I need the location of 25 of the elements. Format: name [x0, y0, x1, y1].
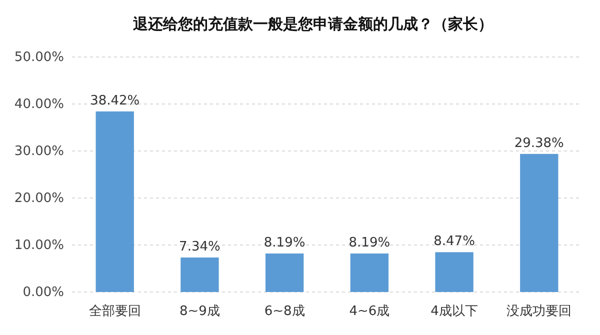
- x-tick-label: 4~6成: [349, 304, 390, 320]
- y-tick-label: 0.00%: [22, 285, 64, 300]
- x-tick-label: 8~9成: [179, 304, 220, 320]
- x-tick-label: 没成功要回: [506, 304, 572, 320]
- y-tick-label: 30.00%: [14, 144, 64, 160]
- bar: [350, 254, 389, 292]
- bar: [520, 154, 558, 292]
- y-tick-label: 50.00%: [14, 50, 64, 66]
- data-label: 8.47%: [434, 234, 475, 250]
- bar: [435, 252, 474, 292]
- x-tick-label: 6~8成: [264, 304, 305, 320]
- y-tick-label: 40.00%: [14, 97, 64, 112]
- data-label: 8.19%: [348, 236, 390, 251]
- x-tick-label: 全部要回: [88, 304, 141, 320]
- chart-title: 退还给您的充值款一般是您申请金额的几成？（家长）: [132, 15, 493, 33]
- data-label: 29.38%: [514, 136, 564, 151]
- bar: [96, 111, 134, 292]
- data-label: 38.42%: [90, 93, 140, 108]
- x-tick-label: 4成以下: [430, 304, 478, 320]
- bar: [180, 258, 219, 292]
- y-tick-label: 20.00%: [14, 191, 64, 206]
- y-tick-label: 10.00%: [14, 238, 64, 254]
- bar: [265, 254, 304, 292]
- data-label: 8.19%: [264, 236, 306, 251]
- data-label: 7.34%: [179, 240, 220, 254]
